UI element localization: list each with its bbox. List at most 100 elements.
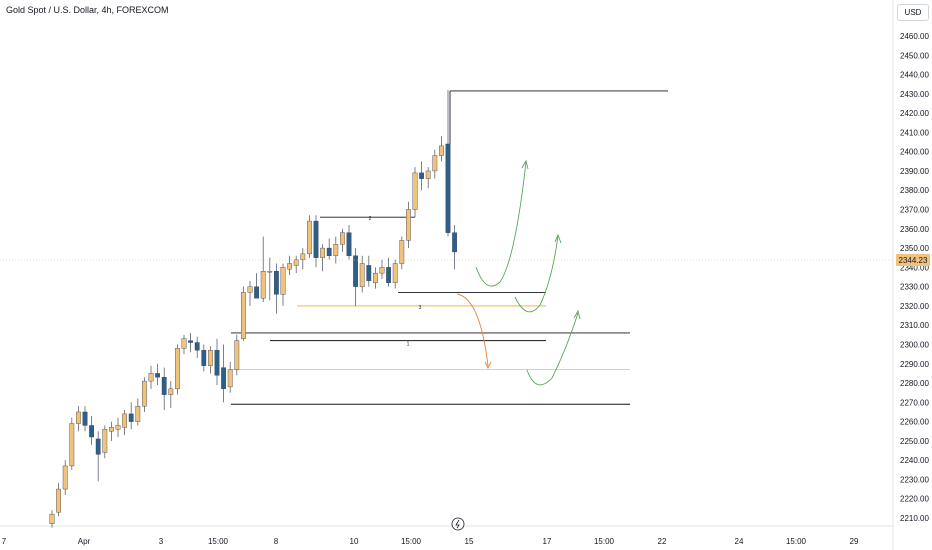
candle-body <box>280 267 286 295</box>
candle-body <box>102 429 108 453</box>
y-tick-label: 2260.00 <box>900 418 929 427</box>
candle <box>313 215 319 268</box>
candle <box>240 286 246 341</box>
candle <box>260 236 266 303</box>
y-tick-label: 2380.00 <box>900 186 929 195</box>
candle-body <box>353 255 358 287</box>
level-label: 1 <box>407 342 410 348</box>
candle <box>406 201 411 249</box>
candle-body <box>359 263 365 287</box>
y-tick-label: 2250.00 <box>900 437 929 446</box>
candle <box>128 402 134 430</box>
y-tick-label: 2340.00 <box>900 263 929 272</box>
candle-body <box>260 271 266 299</box>
candle <box>452 224 457 270</box>
y-tick-label: 2460.00 <box>900 32 929 41</box>
candle-body <box>194 342 200 351</box>
y-tick-label: 2280.00 <box>900 379 929 388</box>
replay-icon[interactable] <box>451 517 465 531</box>
candle-body <box>366 265 372 282</box>
candle-body <box>254 286 259 299</box>
x-tick-label: 17 <box>543 537 552 546</box>
x-tick-label: 29 <box>850 537 859 546</box>
currency-selector[interactable]: USD <box>897 4 929 21</box>
y-tick-label: 2230.00 <box>900 475 929 484</box>
candle-body <box>122 413 128 428</box>
candle-body <box>108 427 114 432</box>
candle-body <box>379 267 385 274</box>
candle <box>379 259 385 279</box>
last-price-box <box>896 254 930 266</box>
candle-body <box>346 232 352 256</box>
candle-body <box>75 411 81 424</box>
y-tick-label: 2330.00 <box>900 283 929 292</box>
y-tick-label: 2350.00 <box>900 244 929 253</box>
y-tick-label: 2370.00 <box>900 206 929 215</box>
y-tick-label: 2210.00 <box>900 514 929 523</box>
time-axis[interactable]: 7 Apr 3 15:00 8 10 15:00 15 17 15:00 22 24 15:00 29 <box>2 537 859 546</box>
y-tick-label: 2450.00 <box>900 51 929 60</box>
candle-body <box>69 423 75 467</box>
x-tick-label: 24 <box>735 537 744 546</box>
candle <box>326 238 332 260</box>
candle <box>234 334 240 376</box>
y-tick-label: 2360.00 <box>900 225 929 234</box>
x-tick-label: Apr <box>78 537 91 546</box>
y-tick-label: 2320.00 <box>900 302 929 311</box>
candle <box>115 417 121 438</box>
x-tick-label: 15:00 <box>401 537 422 546</box>
candle <box>194 336 200 358</box>
x-tick-label: 15:00 <box>786 537 807 546</box>
candle <box>62 460 68 495</box>
candle-body <box>141 380 147 407</box>
y-tick-label: 2240.00 <box>900 456 929 465</box>
candle <box>346 224 352 260</box>
candle <box>412 167 418 218</box>
candle <box>247 280 253 306</box>
candle <box>69 417 75 470</box>
candle-body <box>293 259 299 266</box>
green-arrowhead-3 <box>573 309 581 320</box>
candle <box>122 410 128 436</box>
candle-body <box>432 155 438 172</box>
last-price-value: 2344.23 <box>899 256 928 265</box>
candle-body <box>95 438 101 455</box>
candle <box>419 161 424 191</box>
candle-body <box>419 172 424 179</box>
candle <box>359 255 365 293</box>
candle <box>168 381 174 409</box>
candle-body <box>188 340 193 343</box>
candle <box>75 406 81 432</box>
candles <box>49 89 457 528</box>
candle-body <box>445 143 451 233</box>
candle-body <box>148 373 154 382</box>
x-tick-label: 10 <box>350 537 359 546</box>
candle-body <box>267 271 273 273</box>
price-axis[interactable]: 2210.00 2220.00 2230.00 2240.00 2250.00 2260.… <box>900 32 929 523</box>
candle <box>399 236 405 270</box>
candle <box>254 273 259 299</box>
drawn-levels: 2 3 1 <box>231 90 668 405</box>
candle <box>274 263 279 314</box>
candle-body <box>333 244 339 256</box>
y-tick-label: 2400.00 <box>900 148 929 157</box>
candle-body <box>62 465 68 490</box>
candle-body <box>274 271 279 295</box>
candle-body <box>412 172 418 210</box>
candle <box>432 149 438 179</box>
candle-body <box>214 350 220 376</box>
candle-body <box>201 350 207 366</box>
level-label: 2 <box>369 216 372 222</box>
candle-body <box>425 170 431 179</box>
candle <box>49 510 55 528</box>
candle-body <box>221 367 226 390</box>
candle <box>373 267 378 289</box>
candle-body <box>115 425 121 430</box>
candle <box>340 228 345 252</box>
green-projection-arrow-3 <box>526 312 579 386</box>
candle-body <box>326 247 332 256</box>
candle-body <box>227 369 233 388</box>
candle <box>155 363 160 385</box>
candle <box>161 367 167 411</box>
